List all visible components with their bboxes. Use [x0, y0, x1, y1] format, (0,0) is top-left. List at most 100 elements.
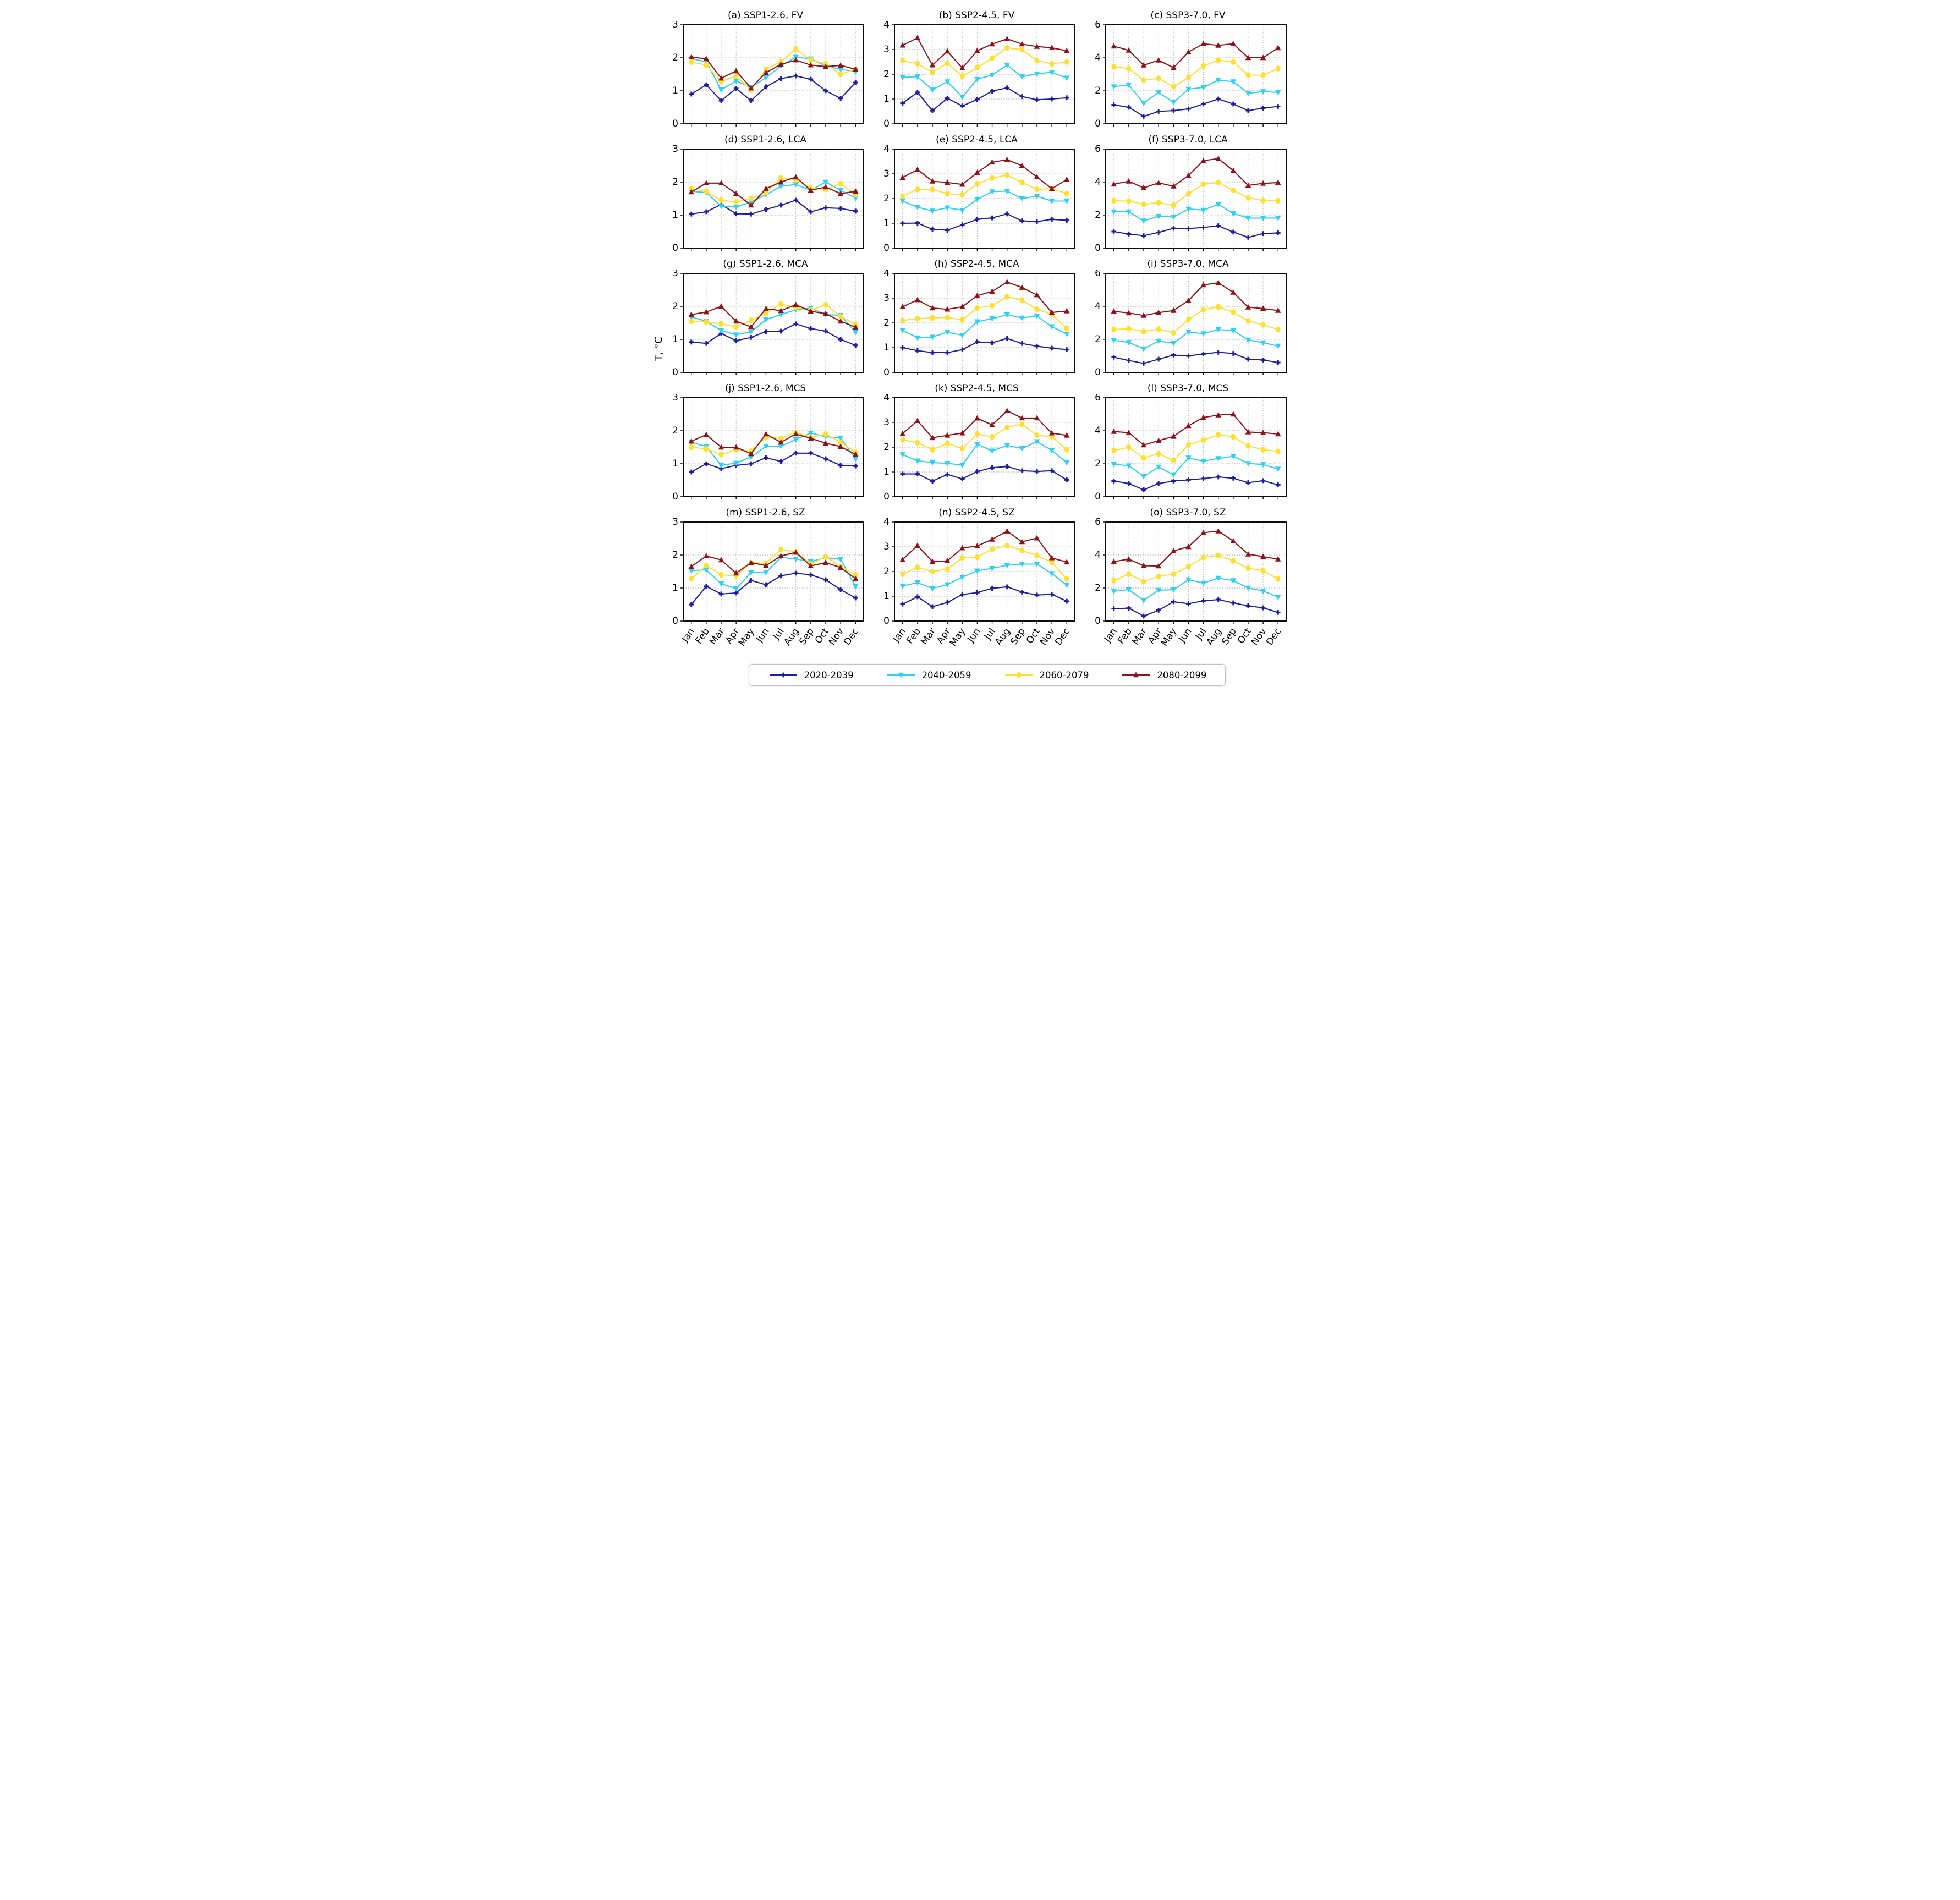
y-tick-label: 2 — [883, 69, 890, 80]
chart-title-c: (c) SSP3-7.0, FV — [1150, 10, 1226, 21]
x-tick-label: Dec — [1053, 626, 1072, 647]
legend-label: 2040-2059 — [921, 669, 971, 680]
series-2080-2099 — [1110, 528, 1281, 569]
chart-title-b: (b) SSP2-4.5, FV — [938, 10, 1015, 21]
series-2060-2079 — [1111, 304, 1281, 336]
subplot-c: (c) SSP3-7.0, FV 0 2 4 6 — [1086, 7, 1291, 129]
series-2080-2099 — [688, 549, 859, 581]
x-tick-label: Jun — [965, 626, 982, 645]
y-tick-label: 0 — [672, 616, 678, 627]
x-tick-label: Aug — [993, 626, 1012, 647]
chart-canvas-k: 0 1 2 3 4 — [883, 394, 1075, 502]
series-2080-2099 — [899, 528, 1070, 565]
subplot-j: (j) SSP1-2.6, MCS 0 1 2 3 — [663, 380, 868, 502]
y-tick-label: 0 — [672, 491, 678, 502]
series-2040-2059 — [688, 431, 859, 469]
y-tick-label: 6 — [1095, 21, 1101, 30]
y-tick-label: 4 — [1095, 550, 1101, 561]
chart-title-l: (l) SSP3-7.0, MCS — [1147, 383, 1229, 394]
y-tick-label: 3 — [672, 518, 678, 528]
series-2060-2079 — [1111, 552, 1281, 585]
y-tick-label: 1 — [883, 591, 890, 602]
y-tick-label: 2 — [1095, 458, 1101, 469]
series-2080-2099 — [1110, 40, 1281, 70]
chart-canvas-f: 0 2 4 6 — [1095, 145, 1287, 253]
subplot-h: (h) SSP2-4.5, MCA 0 1 2 3 4 — [875, 255, 1079, 377]
series-2060-2079 — [899, 45, 1069, 79]
x-tick-label: May — [736, 626, 756, 648]
subplot-i: (i) SSP3-7.0, MCA 0 2 4 6 — [1086, 255, 1291, 377]
chart-title-o: (o) SSP3-7.0, SZ — [1150, 507, 1226, 518]
y-tick-label: 4 — [1095, 425, 1101, 436]
series-2040-2059 — [1110, 78, 1281, 107]
series-2080-2099 — [899, 408, 1070, 441]
y-tick-label: 1 — [883, 466, 890, 477]
y-tick-label: 3 — [672, 21, 678, 30]
y-tick-label: 1 — [672, 583, 678, 594]
series-2020-2039 — [1111, 223, 1281, 240]
chart-title-m: (m) SSP1-2.6, SZ — [726, 507, 805, 518]
series-2080-2099 — [899, 279, 1070, 315]
series-2060-2079 — [1111, 432, 1281, 464]
y-tick-label: 3 — [672, 145, 678, 155]
y-tick-label: 4 — [1095, 301, 1101, 312]
series-2020-2039 — [1111, 96, 1281, 119]
series-2040-2059 — [899, 312, 1070, 341]
series-2080-2099 — [688, 174, 859, 208]
x-tick-label: Sep — [1008, 626, 1028, 647]
x-tick-label: Jun — [754, 626, 771, 645]
chart-title-k: (k) SSP2-4.5, MCS — [935, 383, 1019, 394]
series-2020-2039 — [899, 336, 1069, 355]
chart-canvas-i: 0 2 4 6 — [1095, 270, 1287, 377]
y-tick-label: 0 — [1095, 616, 1101, 627]
y-tick-label: 1 — [883, 218, 890, 229]
series-2080-2099 — [1110, 279, 1281, 318]
y-tick-label: 1 — [672, 458, 678, 469]
subplot-e: (e) SSP2-4.5, LCA 0 1 2 3 4 — [875, 131, 1079, 253]
y-tick-label: 6 — [1095, 394, 1101, 403]
y-tick-label: 0 — [1095, 491, 1101, 502]
chart-title-n: (n) SSP2-4.5, SZ — [938, 507, 1015, 518]
y-tick-label: 0 — [672, 367, 678, 377]
series-2020-2039 — [1111, 474, 1281, 492]
x-tick-label: Dec — [1264, 626, 1283, 647]
x-tick-label: Nov — [1249, 626, 1268, 647]
subplot-f: (f) SSP3-7.0, LCA 0 2 4 6 — [1086, 131, 1291, 253]
x-tick-label: Sep — [797, 626, 816, 647]
y-tick-label: 2 — [1095, 85, 1101, 96]
chart-canvas-g: 0 1 2 3 — [672, 270, 864, 377]
chart-title-i: (i) SSP3-7.0, MCA — [1147, 259, 1229, 270]
y-tick-label: 4 — [1095, 177, 1101, 188]
chart-canvas-b: 0 1 2 3 4 — [883, 21, 1075, 129]
series-2080-2099 — [1110, 411, 1281, 448]
subplot-o: (o) SSP3-7.0, SZ 0 2 4 6 Jan Feb Mar Apr May Jun Ju… — [1086, 504, 1291, 656]
series-2040-2059 — [899, 63, 1070, 100]
y-tick-label: 0 — [883, 491, 890, 502]
series-2080-2099 — [688, 301, 859, 330]
y-tick-label: 0 — [672, 118, 678, 129]
series-2060-2079 — [899, 421, 1069, 453]
legend-plus-icon — [769, 672, 797, 678]
y-tick-label: 2 — [672, 425, 678, 436]
series-2020-2039 — [899, 85, 1069, 113]
y-tick-label: 0 — [1095, 118, 1101, 129]
subplot-d: (d) SSP1-2.6, LCA 0 1 2 3 — [663, 131, 868, 253]
series-2040-2059 — [1110, 202, 1281, 224]
series-2020-2039 — [1111, 350, 1281, 366]
y-tick-label: 1 — [672, 334, 678, 345]
y-tick-label: 2 — [672, 177, 678, 188]
legend-triangle-down-icon — [887, 672, 915, 678]
chart-canvas-d: 0 1 2 3 — [672, 145, 864, 253]
chart-canvas-n: 01234JanFebMarAprMayJunJulAugSepOctNovDe… — [883, 518, 1075, 649]
legend-label: 2020-2039 — [804, 669, 854, 680]
y-tick-label: 0 — [883, 243, 890, 253]
series-2080-2099 — [899, 156, 1070, 191]
y-tick-label: 2 — [672, 550, 678, 561]
series-2020-2039 — [899, 584, 1069, 609]
y-tick-label: 2 — [883, 566, 890, 577]
series-2020-2039 — [688, 73, 858, 103]
x-tick-label: May — [1159, 626, 1179, 648]
y-tick-label: 4 — [883, 270, 890, 279]
